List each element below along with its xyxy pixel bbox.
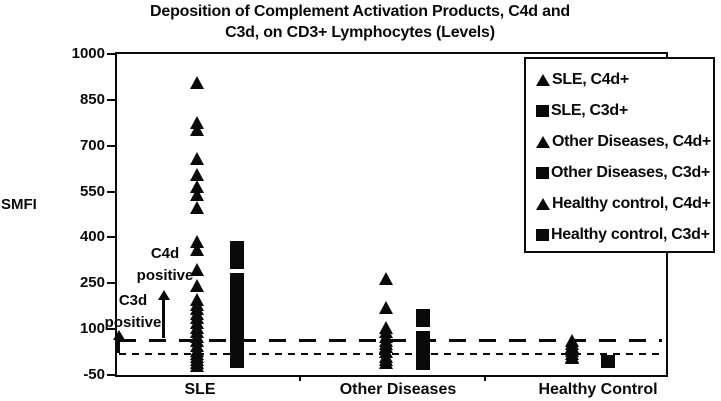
- legend-item: Other Diseases, C3d+: [536, 157, 713, 188]
- data-point-od-c4d: [379, 300, 393, 314]
- y-tick-label: 700: [79, 136, 105, 154]
- c4d-positive-annotation-line1: C4d: [150, 245, 180, 262]
- x-category-label-other-diseases: Other Diseases: [339, 381, 457, 398]
- data-point-sle-c4d: [190, 279, 204, 293]
- c4d-positive-arrow-icon: [157, 290, 170, 338]
- chart-title: Deposition of Complement Activation Prod…: [60, 1, 660, 43]
- data-point-sle-c4d: [190, 76, 204, 90]
- c3d-positive-annotation-line1: C3d: [118, 292, 148, 309]
- data-point-hc-c3d: [601, 355, 615, 369]
- y-tick-label: 100: [79, 320, 105, 338]
- y-tick-mark: [107, 144, 115, 147]
- y-tick-label: 250: [79, 274, 105, 292]
- y-tick-mark: [107, 236, 115, 239]
- data-point-od-c3d: [416, 313, 430, 327]
- x-category-label-sle: SLE: [184, 381, 216, 398]
- y-tick-label: 1000: [71, 45, 105, 62]
- chart-title-line2: C3d, on CD3+ Lymphocytes (Levels): [225, 24, 495, 41]
- triangle-marker-icon: [536, 197, 550, 210]
- c3d-positive-arrow-icon: [112, 330, 125, 353]
- legend-item: Healthy control, C3d+: [536, 219, 713, 250]
- data-point-od-c3d: [416, 356, 430, 370]
- triangle-marker-icon: [536, 135, 550, 148]
- legend-item-label: SLE, C3d+: [551, 101, 628, 119]
- data-point-sle-c4d: [190, 187, 204, 201]
- legend-item-label: Other Diseases, C4d+: [552, 132, 711, 150]
- y-axis-label: SMFI: [1, 196, 37, 213]
- data-point-sle-c4d: [190, 167, 204, 181]
- c3d-positive-annotation-line2: positive: [104, 314, 162, 331]
- y-tick-mark: [107, 328, 115, 331]
- square-marker-icon: [536, 104, 549, 117]
- square-marker-icon: [536, 228, 549, 241]
- y-tick-mark: [107, 282, 115, 285]
- data-point-hc-c4d: [565, 351, 579, 365]
- y-tick-label: 550: [79, 182, 105, 200]
- data-point-sle-c3d: [230, 355, 244, 369]
- y-tick-label: -50: [83, 366, 105, 383]
- legend-item-label: Healthy control, C4d+: [552, 194, 711, 212]
- c3d-positive-annotation: C3d positive: [98, 290, 168, 334]
- y-tick-mark: [107, 98, 115, 101]
- y-tick-mark: [107, 374, 115, 376]
- legend-item-label: Other Diseases, C3d+: [551, 163, 710, 181]
- y-tick-mark: [107, 190, 115, 193]
- data-point-sle-c4d: [190, 123, 204, 137]
- c4d-positive-annotation-line2: positive: [136, 267, 194, 284]
- chart-title-line1: Deposition of Complement Activation Prod…: [150, 3, 570, 20]
- legend-item: Healthy control, C4d+: [536, 188, 713, 219]
- data-point-sle-c4d: [190, 242, 204, 256]
- y-tick-mark: [107, 53, 115, 55]
- data-point-sle-c3d: [230, 255, 244, 269]
- triangle-marker-icon: [536, 73, 550, 86]
- y-tick-label: 400: [79, 228, 105, 246]
- y-tick-label: 850: [79, 90, 105, 108]
- legend-item-label: SLE, C4d+: [552, 70, 629, 88]
- x-tick-mark: [484, 377, 486, 381]
- legend-item: SLE, C4d+: [536, 64, 713, 95]
- data-point-od-c4d: [379, 355, 393, 369]
- legend-item: Other Diseases, C4d+: [536, 126, 713, 157]
- c4d-positive-annotation: C4d positive: [130, 243, 200, 287]
- data-point-sle-c4d: [190, 152, 204, 166]
- square-marker-icon: [536, 166, 549, 179]
- legend-item-label: Healthy control, C3d+: [551, 225, 710, 243]
- x-category-label-healthy-control: Healthy Control: [538, 381, 658, 398]
- legend: SLE, C4d+ SLE, C3d+ Other Diseases, C4d+ Ot…: [524, 57, 715, 253]
- x-tick-mark: [299, 377, 301, 381]
- data-point-sle-c4d: [190, 358, 204, 372]
- data-point-od-c4d: [379, 271, 393, 285]
- legend-item: SLE, C3d+: [536, 95, 713, 126]
- data-point-sle-c4d: [190, 262, 204, 276]
- data-point-sle-c4d: [190, 201, 204, 215]
